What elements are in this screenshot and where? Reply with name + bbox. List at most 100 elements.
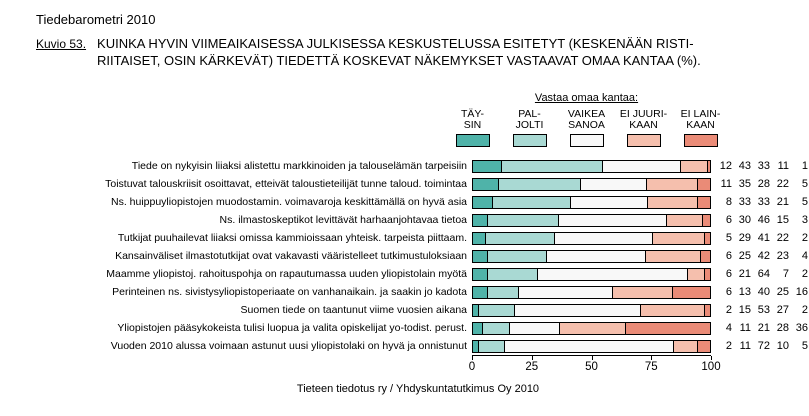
row-value: 5: [725, 232, 732, 244]
row-value: 10: [776, 340, 789, 352]
row-value: 11: [739, 322, 751, 334]
legend-label-line1: VAIKEA: [567, 108, 606, 120]
bar-segment-taysin: [473, 232, 486, 244]
bar-segment-paljolti: [485, 232, 556, 244]
bar-segment-vaikea-sanoa: [603, 160, 682, 172]
row-value: 25: [738, 250, 751, 262]
row-value: 6: [725, 214, 732, 226]
row-value: 8: [725, 196, 732, 208]
figure-title-line1: KUINKA HYVIN VIIMEAIKAISESSA JULKISESSA …: [97, 36, 694, 51]
row-value: 7: [782, 268, 789, 280]
figure-title: KUINKA HYVIN VIIMEAIKAISESSA JULKISESSA …: [97, 35, 701, 69]
bar-segment-ei-lainkaan: [698, 196, 711, 208]
chart-row: Maamme yliopistoj. rahoituspohja on rapa…: [0, 265, 809, 283]
bar-segment-taysin: [473, 340, 479, 352]
bar-segment-taysin: [473, 268, 488, 280]
row-value: 29: [738, 232, 751, 244]
legend-title: Vastaa omaa kantaa:: [534, 92, 639, 104]
row-values: 6 30 46 15 3: [711, 214, 808, 226]
row-value: 33: [738, 196, 751, 208]
row-bar: [472, 213, 711, 227]
chart-row: Vuoden 2010 alussa voimaan astunut uusi …: [0, 337, 809, 355]
bar-segment-vaikea-sanoa: [515, 304, 641, 316]
bar-segment-paljolti: [487, 286, 520, 298]
axis-tick-label: 75: [644, 361, 658, 373]
source-credit: Tieteen tiedotus ry / Yhdyskuntatutkimus…: [296, 383, 540, 395]
row-values: 8 33 33 21 5: [711, 196, 808, 208]
chart-row: Toistuvat talouskriisit osoittavat, ette…: [0, 175, 809, 193]
bar-segment-vaikea-sanoa: [555, 232, 653, 244]
row-bar: [472, 267, 711, 281]
bar-segment-ei-lainkaan: [705, 232, 710, 244]
row-value: 41: [757, 232, 770, 244]
chart-row: Kansainväliset ilmastotutkijat ovat vaka…: [0, 247, 809, 265]
stacked-bar-chart: Tiede on nykyisin liiaksi alistettu mark…: [0, 157, 809, 380]
row-label: Ns. ilmastoskeptikot levittävät harhaanj…: [219, 214, 467, 226]
row-value: 28: [776, 322, 789, 334]
chart-row: Ns. ilmastoskeptikot levittävät harhaanj…: [0, 211, 809, 229]
legend-label-line1: EI LAIN-: [680, 108, 721, 120]
bar-segment-ei-juurikaan: [681, 160, 708, 172]
bar-segment-ei-juurikaan: [688, 268, 706, 280]
legend-label-line2: KAAN: [629, 119, 658, 131]
legend: Vastaa omaa kantaa: TÄY- SIN PAL- JOLTI VAIK…: [444, 92, 729, 147]
bar-segment-ei-lainkaan: [705, 268, 711, 280]
bar-segment-vaikea-sanoa: [581, 178, 647, 190]
row-values: 11 35 28 22 5: [711, 178, 808, 190]
legend-swatch: [626, 134, 661, 147]
row-value: 5: [801, 178, 808, 190]
figure-header: Kuvio 53. KUINKA HYVIN VIIMEAIKAISESSA J…: [36, 35, 701, 69]
bar-segment-ei-lainkaan: [672, 286, 711, 298]
row-value: 21: [776, 196, 789, 208]
row-value: 25: [776, 286, 789, 298]
axis-tick-mark: [711, 356, 712, 360]
legend-swatch: [455, 134, 490, 147]
row-value: 43: [738, 160, 751, 172]
legend-item: VAIKEA SANOA: [558, 109, 615, 147]
row-value: 33: [757, 196, 770, 208]
bar-segment-paljolti: [487, 214, 559, 226]
row-value: 4: [801, 250, 808, 262]
bar-segment-vaikea-sanoa: [509, 322, 560, 334]
bar-segment-ei-juurikaan: [646, 250, 701, 262]
row-label: Maamme yliopistoj. rahoituspohja on rapa…: [106, 268, 467, 280]
axis-tick-mark: [591, 356, 593, 360]
legend-swatch: [512, 134, 547, 147]
row-value: 4: [725, 322, 732, 334]
row-label: Kansainväliset ilmastotutkijat ovat vaka…: [115, 250, 467, 262]
row-value: 33: [757, 160, 770, 172]
bar-segment-ei-juurikaan: [613, 286, 673, 298]
legend-label-line2: KAAN: [686, 119, 715, 131]
row-bar: [472, 303, 711, 317]
row-value: 64: [757, 268, 770, 280]
row-value: 2: [801, 232, 808, 244]
row-bar: [472, 195, 711, 209]
bar-segment-ei-lainkaan: [707, 160, 710, 172]
row-value: 15: [776, 214, 789, 226]
row-bar: [472, 339, 711, 353]
row-value: 28: [757, 178, 770, 190]
row-bar: [472, 159, 711, 173]
chart-row: Ns. huippuyliopistojen muodostamin. voim…: [0, 193, 809, 211]
row-value: 35: [738, 178, 751, 190]
row-label: Ns. huippuyliopistojen muodostamin. voim…: [110, 196, 467, 208]
bar-segment-ei-juurikaan: [648, 196, 699, 208]
axis-tick-mark: [651, 356, 653, 360]
row-value: 22: [776, 232, 789, 244]
bar-segment-paljolti: [492, 196, 571, 208]
row-value: 36: [795, 322, 808, 334]
bar-segment-paljolti: [487, 250, 548, 262]
row-label: Perinteinen ns. sivistysyliopistoperiaat…: [112, 286, 467, 298]
bar-segment-ei-lainkaan: [703, 214, 711, 226]
row-value: 72: [757, 340, 770, 352]
row-value: 11: [739, 340, 751, 352]
axis-tick-label: 50: [585, 361, 598, 373]
row-label: Vuoden 2010 alussa voimaan astunut uusi …: [110, 340, 467, 352]
bar-segment-ei-lainkaan: [705, 304, 710, 316]
row-bar: [472, 249, 711, 263]
row-value: 42: [757, 250, 770, 262]
bar-segment-taysin: [473, 250, 488, 262]
row-value: 40: [757, 286, 770, 298]
row-value: 11: [720, 178, 732, 190]
bar-segment-taysin: [473, 178, 500, 190]
